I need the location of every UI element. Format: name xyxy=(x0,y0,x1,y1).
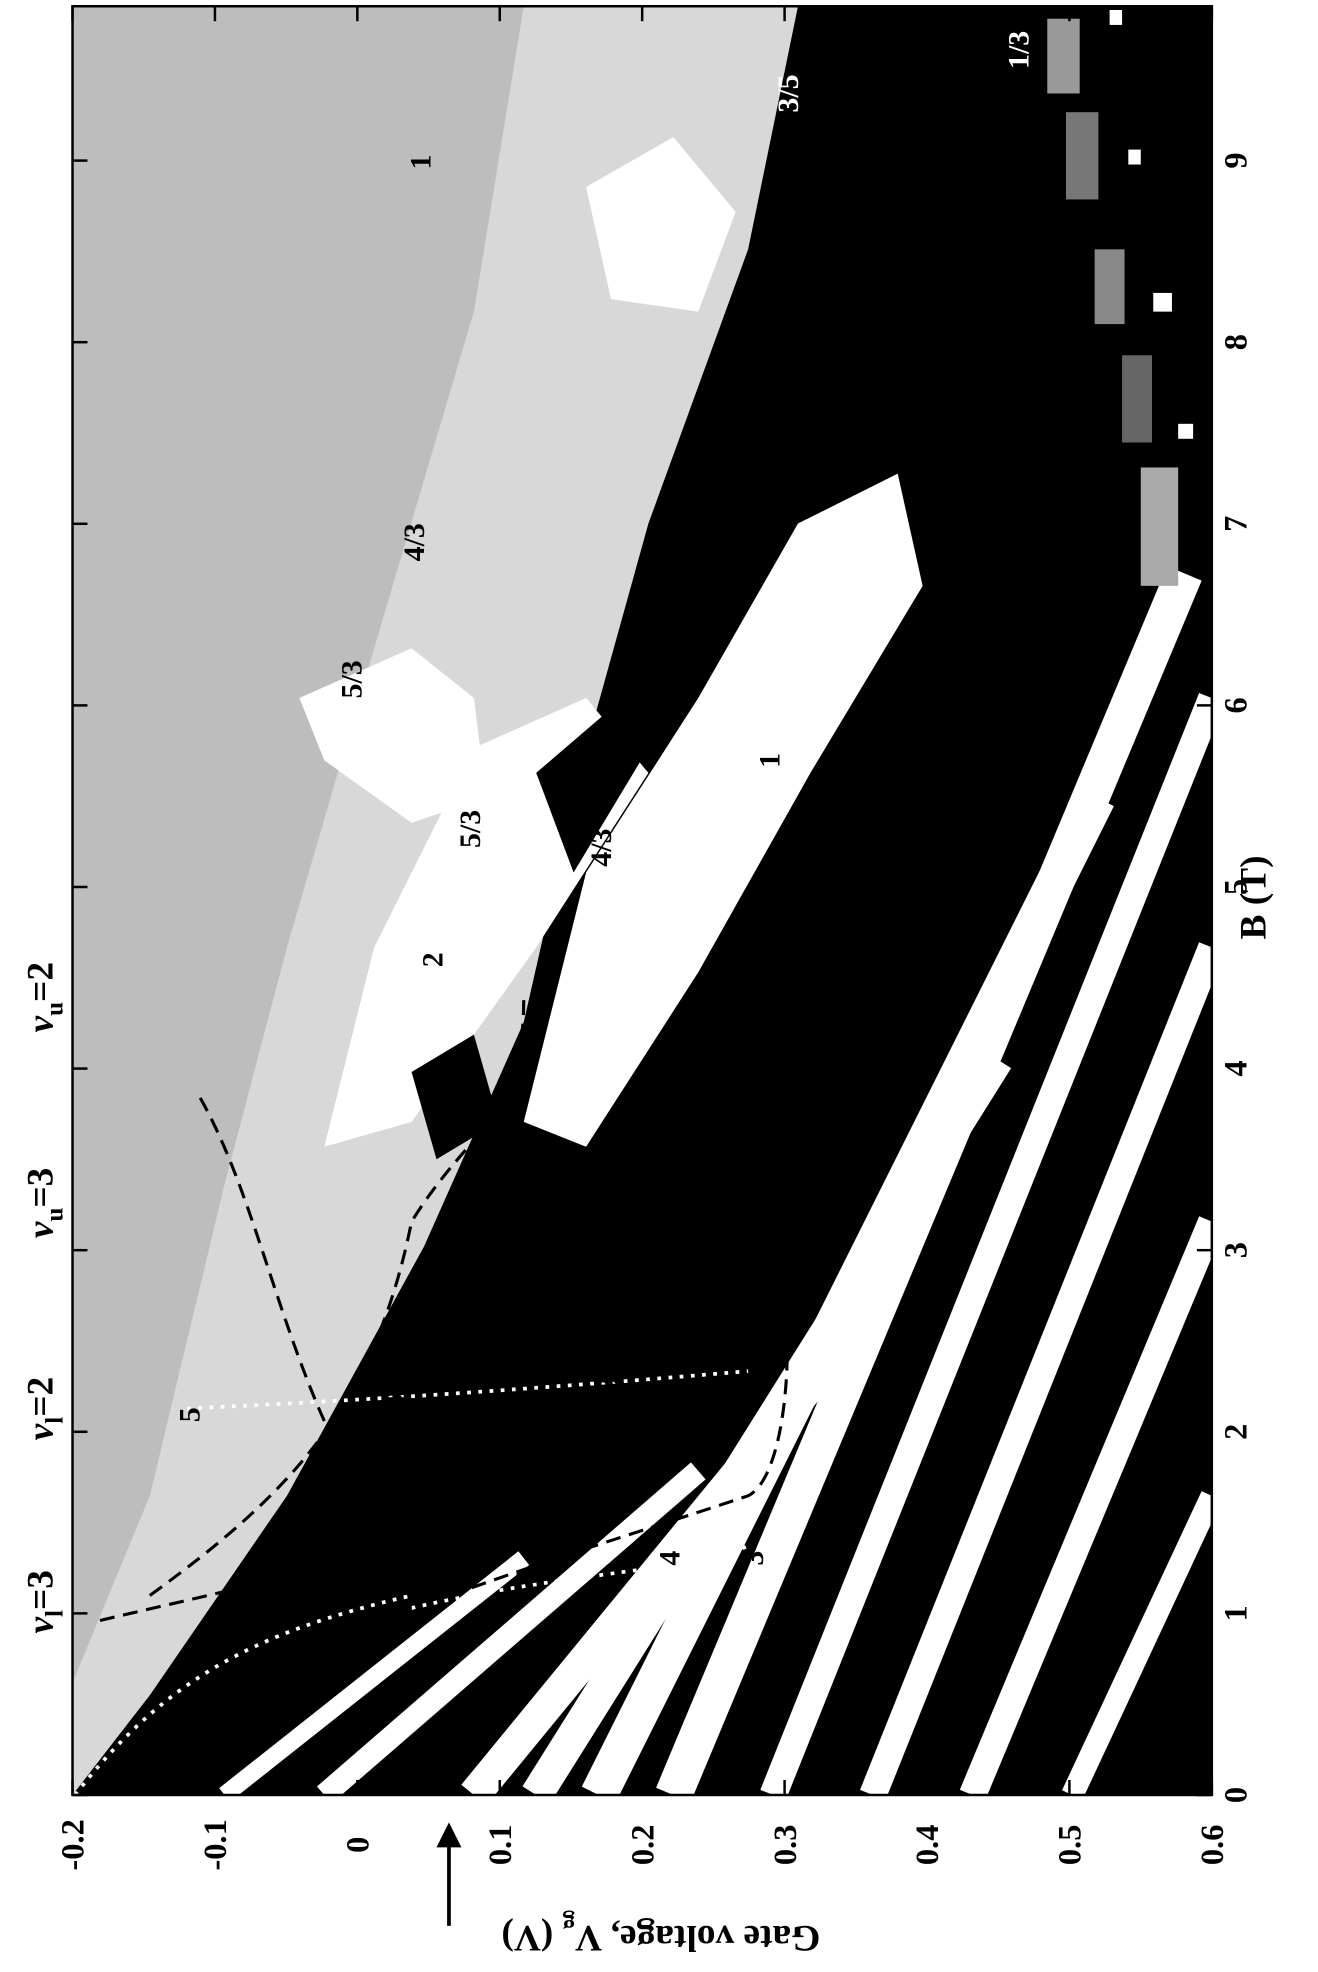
annotation: 3 xyxy=(591,1376,624,1391)
filling-label: νu=3 xyxy=(21,1168,69,1238)
x-tick-label: 3 xyxy=(1219,1242,1255,1258)
y-tick-label: 0.2 xyxy=(625,1825,661,1865)
map-bands xyxy=(219,566,1225,1806)
text: =3 xyxy=(21,1168,62,1208)
nu: ν xyxy=(21,1015,62,1032)
annotation: 2/3 xyxy=(745,268,778,306)
annotation: 1/3 xyxy=(1003,31,1036,69)
annotation: 5 xyxy=(510,1569,543,1584)
y-tick-label: -0.2 xyxy=(56,1819,92,1870)
annotation: 5 xyxy=(174,1407,207,1422)
x-tick-label: 4 xyxy=(1219,1060,1255,1076)
guide-dots xyxy=(73,1369,749,1797)
x-tick-label: 0 xyxy=(1219,1787,1255,1803)
y-tick-label: 0.5 xyxy=(1053,1825,1089,1865)
annotation: 4/3 xyxy=(398,523,431,561)
map-background xyxy=(72,6,1212,1795)
sub: u xyxy=(42,1002,69,1016)
annotation: 3/5 xyxy=(772,74,805,112)
y-label-end: (V) xyxy=(501,1917,562,1958)
filling-label: νl=2 xyxy=(21,1377,69,1441)
x-tick-label: 7 xyxy=(1219,516,1255,532)
y-tick-label: 0.6 xyxy=(1195,1825,1231,1865)
annotation: 4 xyxy=(654,1551,687,1566)
guide-lines xyxy=(73,997,789,1797)
x-tick-label: 6 xyxy=(1219,697,1255,713)
filling-label: νl=3 xyxy=(21,1570,69,1634)
annotation: 5/3 xyxy=(336,660,369,698)
x-tick-label: 8 xyxy=(1219,334,1255,350)
y-label-main: Gate voltage, V xyxy=(575,1917,820,1958)
y-tick-label: 0.4 xyxy=(910,1825,946,1865)
nu: ν xyxy=(21,1617,62,1634)
sub: l xyxy=(42,1610,69,1617)
filling-label: νu=2 xyxy=(21,962,69,1032)
x-tick-label: 1 xyxy=(1219,1605,1255,1621)
annotation: 4 xyxy=(741,1750,774,1765)
y-label-sub: g xyxy=(562,1910,575,1937)
nu: ν xyxy=(21,1423,62,1440)
x-tick-label: 9 xyxy=(1219,152,1255,168)
sub: u xyxy=(42,1208,69,1222)
text: =2 xyxy=(21,1377,62,1417)
sub: l xyxy=(42,1417,69,1424)
y-tick-label: -0.1 xyxy=(198,1819,234,1870)
filling-labels: νl=3 νl=2 νu=3 νu=2 xyxy=(21,962,69,1634)
y-axis-label: Gate voltage, Vg (V) xyxy=(501,1910,820,1958)
annotation: 3 xyxy=(737,1551,770,1566)
y-tick-label: 0.1 xyxy=(483,1825,519,1865)
nu: ν xyxy=(21,1221,62,1238)
annotation: 6 xyxy=(386,1600,419,1615)
map-blocks xyxy=(1047,9,1194,586)
x-tick-label: 2 xyxy=(1219,1424,1255,1440)
arrow xyxy=(436,1822,462,1926)
text: =2 xyxy=(21,962,62,1002)
annotation: 2 xyxy=(417,952,450,967)
annotation: 4/3 xyxy=(585,829,618,867)
axes: 0 1 2 3 4 5 6 7 8 9 -0.2 -0.1 0 0.1 0.2 0.3 0.4 0.5 0.6 xyxy=(56,6,1255,1870)
text: =3 xyxy=(21,1570,62,1610)
x-tick-label: 5 xyxy=(1219,879,1255,895)
annotation: 1 xyxy=(404,155,437,170)
y-tick-label: 0.3 xyxy=(768,1825,804,1865)
annotation: 5/3 xyxy=(454,810,487,848)
annotation-group: 5/3 4/3 5/3 4/3 1 2 1 2/3 3/5 1/3 6 5 4 … xyxy=(174,31,1036,1765)
y-tick-label: 0 xyxy=(341,1837,377,1853)
annotation: 1 xyxy=(753,753,786,768)
x-axis-label: B (T) xyxy=(1233,855,1274,939)
annotation: 4 xyxy=(379,1395,412,1410)
annotation: 2 xyxy=(745,1320,778,1335)
